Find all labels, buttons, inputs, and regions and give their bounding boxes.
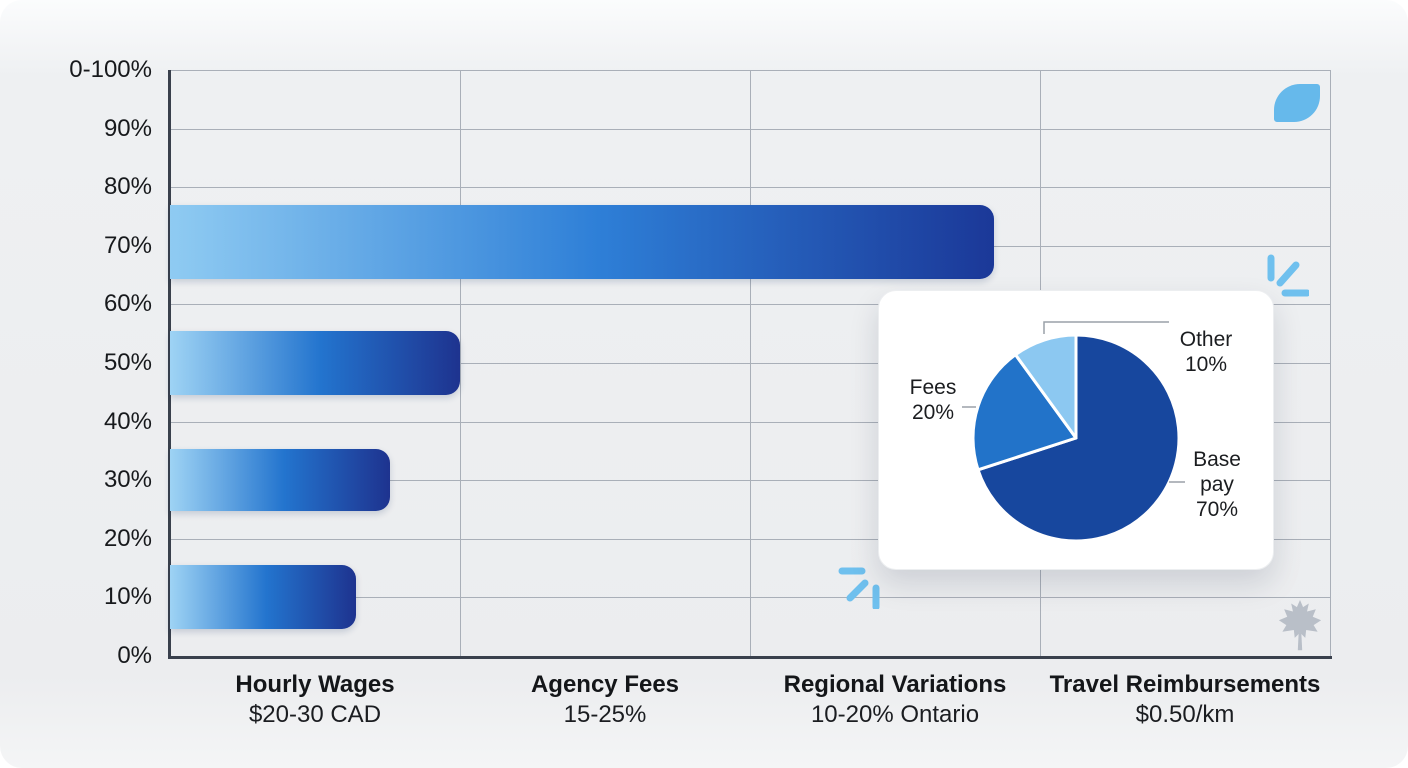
pie-chart xyxy=(962,321,1185,543)
pie-inset-card: Base pay 70% Fees 20% Other 10% xyxy=(878,290,1274,570)
bar-row-70pct xyxy=(170,204,994,279)
x-axis-category-regional-variations: Regional Variations 10-20% Ontario xyxy=(750,670,1040,730)
x-axis-category-agency-fees: Agency Fees 15-25% xyxy=(460,670,750,730)
gridline-vertical xyxy=(1330,70,1331,656)
category-subtitle: 15-25% xyxy=(563,701,647,728)
category-subtitle: $0.50/km xyxy=(1135,701,1235,728)
leaf-icon xyxy=(1274,84,1320,122)
y-axis-tick-label: 10% xyxy=(103,583,152,611)
y-axis-tick-label: 60% xyxy=(103,290,152,318)
burst-icon xyxy=(1267,254,1309,297)
y-axis-tick-label: 30% xyxy=(103,466,152,494)
x-axis-category-hourly-wages: Hourly Wages $20-30 CAD xyxy=(170,670,460,730)
y-axis-tick-label: 90% xyxy=(103,114,152,142)
category-title: Agency Fees xyxy=(530,671,680,698)
x-axis-line xyxy=(168,656,1332,659)
gridline-vertical xyxy=(460,70,461,656)
leader-line-other xyxy=(1043,321,1169,334)
pie-slice-other xyxy=(1013,333,1078,440)
category-subtitle: 10-20% Ontario xyxy=(810,701,980,728)
category-title: Regional Variations xyxy=(783,671,1007,698)
pie-label-base-pay: Base pay 70% xyxy=(1185,447,1249,522)
pie-slice-fees xyxy=(971,353,1078,472)
category-title: Hourly Wages xyxy=(235,671,395,698)
pie-slice-label: Other xyxy=(1179,328,1233,351)
bar-row-30pct xyxy=(170,449,391,512)
pie-slice-value: 70% xyxy=(1195,498,1239,521)
y-axis-tick-label: 0% xyxy=(117,642,152,669)
burst-icon xyxy=(838,567,880,609)
category-subtitle: $20-30 CAD xyxy=(248,701,382,728)
pie-slice-label: Base pay xyxy=(1193,448,1241,496)
pie-slice-value: 10% xyxy=(1184,353,1228,376)
y-axis-tick-label: 70% xyxy=(103,231,152,259)
y-axis-tick-label: 50% xyxy=(103,349,152,376)
y-axis-tick-label: 40% xyxy=(103,407,152,435)
pie-slice-label: Fees xyxy=(909,376,957,399)
pie-label-fees: Fees 20% xyxy=(891,375,975,425)
gridline-vertical xyxy=(750,70,751,656)
category-title: Travel Reimbursements xyxy=(1049,671,1321,698)
y-axis-tick-label: 20% xyxy=(103,524,152,552)
pie-slice-value: 20% xyxy=(911,401,955,424)
bar-row-10pct xyxy=(170,565,356,630)
pie-slice-base-pay xyxy=(976,333,1181,543)
y-axis-tick-label: 0-100% xyxy=(69,56,152,83)
x-axis-category-travel-reimbursements: Travel Reimbursements $0.50/km xyxy=(1040,670,1330,730)
pie-label-other: Other 10% xyxy=(1159,327,1253,377)
maple-leaf-icon xyxy=(1278,600,1322,651)
bar-row-50pct xyxy=(170,331,460,395)
y-axis-line xyxy=(168,70,171,658)
y-axis-tick-label: 80% xyxy=(103,173,152,201)
